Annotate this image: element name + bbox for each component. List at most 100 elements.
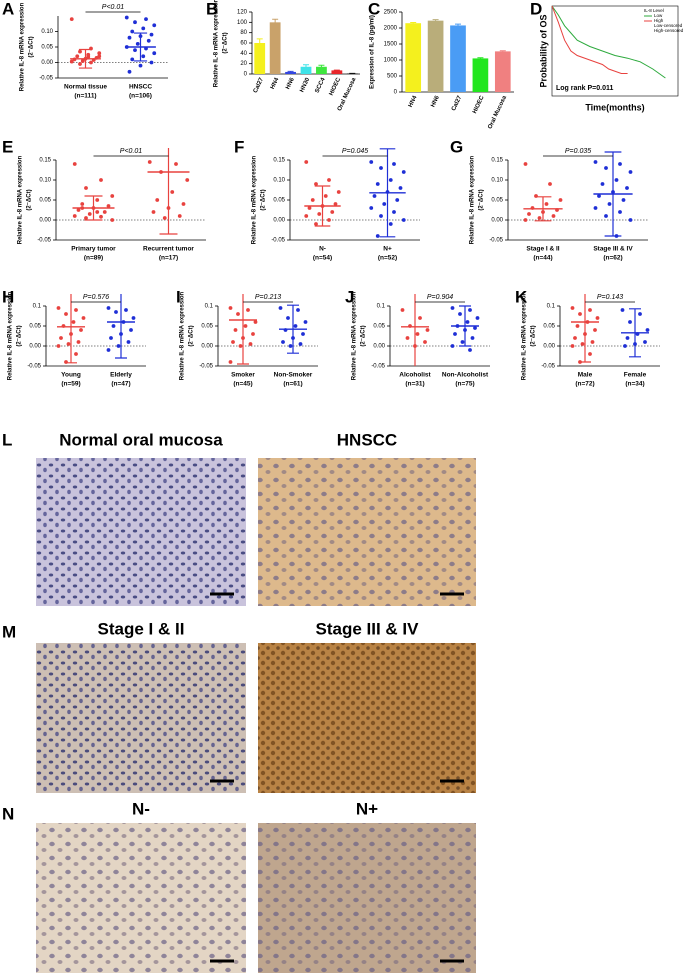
- data-point: [72, 162, 77, 166]
- data-point: [460, 340, 465, 344]
- data-point: [80, 202, 85, 206]
- n-label: (n=62): [603, 255, 622, 262]
- data-point: [336, 190, 341, 194]
- data-point: [301, 332, 305, 336]
- y-axis-label: Relative IL-8 mRNA expression: [352, 291, 358, 380]
- data-point: [573, 336, 577, 340]
- data-point: [578, 312, 582, 316]
- y-axis-label: Relative IL-8 mRNA expression: [522, 291, 528, 380]
- x-tick-label: Cal27: [451, 94, 463, 112]
- data-point: [580, 342, 585, 346]
- y-tick-label: 20: [240, 61, 247, 67]
- y-axis-label: Relative IL-8 mRNA expression: [180, 291, 186, 380]
- data-point: [87, 212, 92, 216]
- x-tick-label: SCC4: [314, 76, 326, 94]
- data-point: [621, 198, 626, 202]
- data-point: [129, 328, 133, 332]
- y-tick-label: -0.05: [37, 238, 51, 244]
- error-bar: [272, 18, 279, 26]
- data-point: [79, 328, 83, 332]
- y-axis-label: (2⁻ΔCt): [189, 325, 195, 346]
- y-tick-label: 0: [394, 90, 398, 96]
- y-tick-label: 0.00: [201, 344, 213, 350]
- y-tick-label: 1000: [384, 58, 398, 64]
- data-point: [405, 336, 410, 340]
- y-tick-label: 40: [240, 51, 247, 57]
- data-point: [304, 160, 309, 164]
- panel-letter: A: [2, 0, 14, 18]
- data-point: [388, 222, 393, 226]
- data-point: [228, 306, 233, 310]
- y-axis-label: (2⁻ΔCt): [27, 189, 33, 210]
- data-point: [625, 186, 629, 190]
- data-point: [588, 352, 592, 356]
- y-tick-label: -0.05: [489, 238, 503, 244]
- error-bar: [455, 23, 461, 27]
- data-point: [604, 166, 608, 170]
- y-axis-label: (2⁻ΔCt): [223, 32, 229, 53]
- data-point: [152, 23, 157, 28]
- data-point: [76, 340, 81, 344]
- data-point: [116, 344, 121, 348]
- data-point: [135, 42, 140, 46]
- data-point: [69, 59, 74, 64]
- data-point: [375, 234, 380, 238]
- micrograph-texture: [36, 643, 246, 793]
- data-point: [124, 308, 128, 312]
- data-point: [395, 198, 400, 202]
- data-point: [127, 35, 132, 40]
- x-tick-label: Recurrent tumor: [143, 246, 194, 253]
- panel-letter: D: [530, 0, 542, 18]
- data-point: [102, 210, 107, 214]
- legend-label: High-censored: [654, 28, 684, 33]
- image-title: Normal oral mucosa: [59, 430, 223, 449]
- y-tick-label: 0.05: [41, 45, 53, 51]
- y-tick-label: 1500: [384, 42, 398, 48]
- bar: [254, 43, 266, 74]
- data-point: [588, 308, 592, 312]
- x-tick-label: N-: [319, 246, 326, 253]
- survival-line: [551, 5, 666, 79]
- data-point: [375, 182, 380, 186]
- x-tick-label: HNSCC: [129, 84, 152, 91]
- data-point: [392, 162, 396, 166]
- data-point: [99, 178, 103, 182]
- x-tick-label: Stage I & II: [526, 246, 559, 253]
- bar: [427, 20, 444, 92]
- data-point: [127, 69, 132, 74]
- data-point: [293, 324, 298, 328]
- data-point: [72, 214, 77, 218]
- plot: [304, 148, 406, 238]
- y-axis-label: Probability of OS: [538, 14, 548, 87]
- plot: [69, 15, 157, 74]
- panel-letter: G: [450, 137, 463, 156]
- data-point: [95, 198, 100, 202]
- data-point: [109, 336, 113, 340]
- legend-title: IL-8 Level: [644, 8, 664, 13]
- data-point: [618, 162, 622, 166]
- y-tick-label: 100: [237, 20, 248, 26]
- y-tick-label: 0.10: [273, 178, 285, 184]
- data-point: [593, 206, 598, 210]
- x-tick-label: Male: [578, 372, 593, 379]
- panel-letter: H: [2, 287, 14, 306]
- data-point: [78, 62, 82, 66]
- image-title: Stage III & IV: [316, 619, 420, 638]
- x-tick-label: HN6: [430, 94, 441, 108]
- panel-letter: E: [2, 137, 13, 156]
- data-point: [177, 214, 182, 218]
- data-point: [638, 312, 642, 316]
- y-tick-label: 0.05: [373, 324, 385, 330]
- data-point: [126, 340, 131, 344]
- data-point: [149, 32, 154, 37]
- error-bar: [318, 64, 325, 69]
- data-point: [243, 324, 248, 328]
- legend-label: Low: [654, 13, 663, 18]
- plot: [228, 294, 308, 365]
- data-point: [369, 206, 374, 210]
- x-tick-label: Elderly: [110, 372, 132, 379]
- data-point: [473, 326, 477, 330]
- micrograph-texture: [36, 458, 246, 606]
- x-tick-label: Female: [624, 372, 647, 379]
- x-tick-label: HN4: [408, 94, 419, 108]
